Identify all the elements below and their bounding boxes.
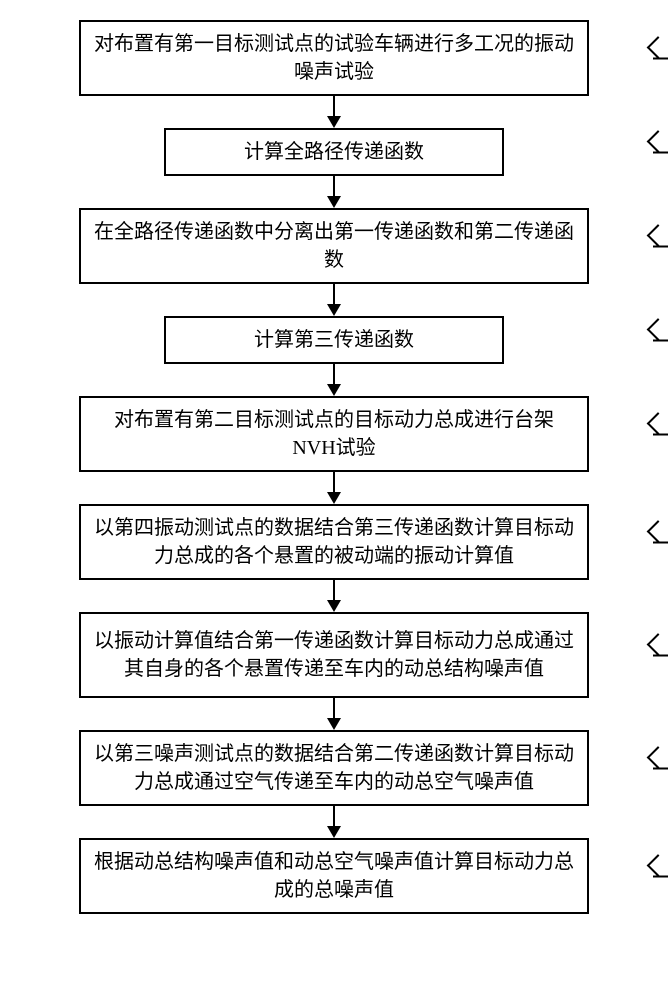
step-s202: 计算全路径传递函数	[164, 128, 504, 176]
arrow	[327, 176, 341, 208]
step-label-s408: S408	[653, 865, 668, 888]
step-s204: 在全路径传递函数中分离出第一传递函数和第二传递函数	[79, 208, 589, 284]
flowchart-row: 在全路径传递函数中分离出第一传递函数和第二传递函数 S204	[30, 208, 638, 284]
label-connector	[653, 654, 668, 656]
label-connector	[653, 151, 668, 153]
arrow	[327, 284, 341, 316]
arrow	[327, 580, 341, 612]
step-text: 计算全路径传递函数	[244, 138, 424, 166]
flowchart-row: 对布置有第一目标测试点的试验车辆进行多工况的振动噪声试验 S100	[30, 20, 638, 96]
arrow	[327, 96, 341, 128]
arrow-head-icon	[327, 718, 341, 730]
flowchart-row: 计算第三传递函数 S206	[30, 316, 638, 364]
arrow	[327, 364, 341, 396]
label-connector	[653, 875, 668, 877]
arrow-head-icon	[327, 116, 341, 128]
step-s406: 以第三噪声测试点的数据结合第二传递函数计算目标动力总成通过空气传递至车内的动总空…	[79, 730, 589, 806]
step-label-s100: S100	[653, 47, 668, 70]
step-s100: 对布置有第一目标测试点的试验车辆进行多工况的振动噪声试验	[79, 20, 589, 96]
step-label-s406: S406	[653, 757, 668, 780]
step-label-s404: S404	[653, 644, 668, 667]
flowchart-container: 对布置有第一目标测试点的试验车辆进行多工况的振动噪声试验 S100 计算全路径传…	[30, 20, 638, 914]
step-label-s206: S206	[653, 329, 668, 352]
arrow-line	[333, 96, 335, 116]
arrow-head-icon	[327, 384, 341, 396]
step-s300: 对布置有第二目标测试点的目标动力总成进行台架NVH试验	[79, 396, 589, 472]
arrow-head-icon	[327, 600, 341, 612]
step-text: 以振动计算值结合第一传递函数计算目标动力总成通过其自身的各个悬置传递至车内的动总…	[93, 627, 575, 683]
flowchart-row: 以振动计算值结合第一传递函数计算目标动力总成通过其自身的各个悬置传递至车内的动总…	[30, 612, 638, 698]
arrow-line	[333, 806, 335, 826]
label-connector	[653, 339, 668, 341]
label-connector	[653, 541, 668, 543]
arrow	[327, 698, 341, 730]
arrow-line	[333, 284, 335, 304]
arrow-head-icon	[327, 826, 341, 838]
step-label-s204: S204	[653, 235, 668, 258]
flowchart-row: 计算全路径传递函数 S202	[30, 128, 638, 176]
step-s408: 根据动总结构噪声值和动总空气噪声值计算目标动力总成的总噪声值	[79, 838, 589, 914]
arrow-head-icon	[327, 304, 341, 316]
step-text: 在全路径传递函数中分离出第一传递函数和第二传递函数	[93, 218, 575, 274]
arrow-line	[333, 580, 335, 600]
label-connector	[653, 433, 668, 435]
arrow-line	[333, 698, 335, 718]
step-text: 根据动总结构噪声值和动总空气噪声值计算目标动力总成的总噪声值	[93, 848, 575, 904]
step-s404: 以振动计算值结合第一传递函数计算目标动力总成通过其自身的各个悬置传递至车内的动总…	[79, 612, 589, 698]
label-connector	[653, 767, 668, 769]
step-label-s300: S300	[653, 423, 668, 446]
arrow-head-icon	[327, 492, 341, 504]
arrow-line	[333, 176, 335, 196]
step-label-s202: S202	[653, 141, 668, 164]
step-text: 以第四振动测试点的数据结合第三传递函数计算目标动力总成的各个悬置的被动端的振动计…	[93, 514, 575, 570]
label-connector	[653, 245, 668, 247]
flowchart-row: 对布置有第二目标测试点的目标动力总成进行台架NVH试验 S300	[30, 396, 638, 472]
step-text: 以第三噪声测试点的数据结合第二传递函数计算目标动力总成通过空气传递至车内的动总空…	[93, 740, 575, 796]
arrow-line	[333, 472, 335, 492]
step-s402: 以第四振动测试点的数据结合第三传递函数计算目标动力总成的各个悬置的被动端的振动计…	[79, 504, 589, 580]
step-text: 对布置有第一目标测试点的试验车辆进行多工况的振动噪声试验	[93, 30, 575, 86]
label-connector	[653, 57, 668, 59]
step-s206: 计算第三传递函数	[164, 316, 504, 364]
step-text: 对布置有第二目标测试点的目标动力总成进行台架NVH试验	[93, 406, 575, 462]
arrow-head-icon	[327, 196, 341, 208]
flowchart-row: 以第三噪声测试点的数据结合第二传递函数计算目标动力总成通过空气传递至车内的动总空…	[30, 730, 638, 806]
step-label-s402: S402	[653, 531, 668, 554]
flowchart-row: 以第四振动测试点的数据结合第三传递函数计算目标动力总成的各个悬置的被动端的振动计…	[30, 504, 638, 580]
flowchart-row: 根据动总结构噪声值和动总空气噪声值计算目标动力总成的总噪声值 S408	[30, 838, 638, 914]
arrow	[327, 806, 341, 838]
arrow	[327, 472, 341, 504]
arrow-line	[333, 364, 335, 384]
step-text: 计算第三传递函数	[254, 326, 414, 354]
